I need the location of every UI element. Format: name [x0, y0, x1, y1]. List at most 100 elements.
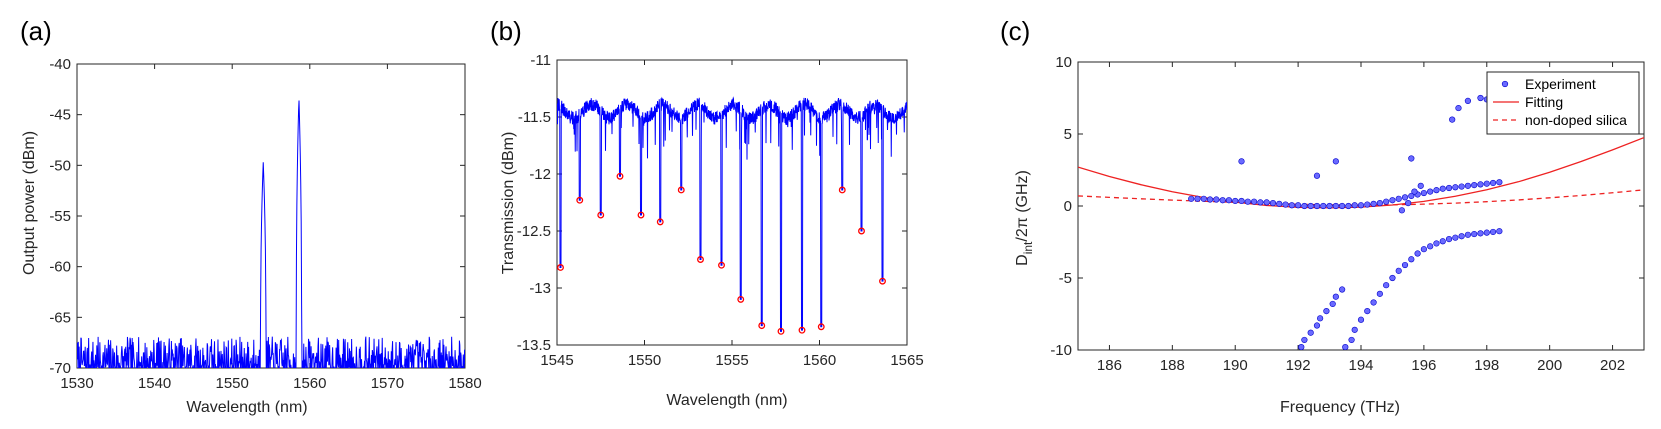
panel-b-resonance-marker — [677, 186, 685, 194]
y-label-main: D — [1014, 254, 1031, 266]
panel-c-x-tick-label: 194 — [1348, 357, 1373, 374]
panel-c-experiment-point — [1395, 267, 1402, 274]
panel-a-y-tick-label: -40 — [49, 56, 71, 73]
panel-a-x-axis-label: Wavelength (nm) — [186, 399, 307, 416]
panel-b-resonance-marker — [777, 327, 785, 335]
panel-c-experiment-point — [1307, 202, 1314, 210]
panel-a-x-tick-label: 1580 — [448, 375, 481, 392]
panel-c-experiment-point — [1420, 189, 1427, 197]
panel-c-experiment-point — [1496, 179, 1503, 186]
panel-c-experiment-point — [1383, 282, 1390, 289]
panel-a-x-tick-label: 1530 — [60, 375, 93, 392]
panel-c-experiment-point — [1408, 256, 1415, 263]
panel-b-resonance-marker — [737, 295, 745, 303]
panel-c-experiment-point — [1477, 230, 1484, 237]
y-label-rest: /2π (GHz) — [1014, 170, 1031, 241]
panel-c-x-axis-label: Frequency (THz) — [1280, 399, 1400, 416]
panel-b-resonance-marker — [718, 261, 725, 269]
panel-c-x-tick-label: 202 — [1600, 357, 1625, 374]
y-label-sub: int — [1021, 241, 1035, 254]
panel-c-experiment-point — [1483, 229, 1490, 236]
panel-b-resonance-marker — [616, 172, 624, 180]
panel-c-experiment-point — [1345, 202, 1352, 210]
panel-b-x-tick-label: 1545 — [540, 352, 573, 369]
panel-c-experiment-point — [1298, 344, 1305, 350]
panel-b-x-axis-label: Wavelength (nm) — [666, 392, 787, 409]
panel-a-plot-frame — [76, 63, 466, 369]
panel-c-experiment-point — [1401, 194, 1409, 201]
panel-c-experiment-point — [1483, 180, 1490, 187]
panel-c-experiment-point — [1307, 329, 1314, 336]
panel-c-experiment-point — [1357, 202, 1365, 209]
panel-c-experiment-point — [1408, 192, 1415, 200]
panel-b-resonance-marker — [858, 227, 865, 235]
panel-c-experiment-point — [1411, 188, 1418, 195]
panel-c-experiment-point — [1471, 230, 1478, 238]
panel-c-experiment-point — [1257, 199, 1264, 206]
panel-c-experiment-point — [1433, 240, 1440, 247]
panel-c-experiment-point — [1313, 202, 1321, 210]
panel-c-x-tick-label: 186 — [1097, 357, 1122, 374]
panel-c-experiment-point — [1332, 293, 1339, 300]
panel-b-resonance-marker — [838, 186, 846, 194]
panel-c: (c) Frequency (THz) Dint/2π (GHz) 186 188… — [1000, 16, 1645, 416]
panel-c-experiment-point — [1238, 158, 1245, 165]
panel-c-experiment-point — [1383, 198, 1390, 205]
panel-c-experiment-point — [1427, 188, 1434, 195]
panel-c-experiment-point — [1452, 234, 1459, 241]
panel-c-experiment-point — [1439, 238, 1446, 245]
panel-c-experiment-point — [1389, 197, 1396, 204]
panel-c-y-axis-label: Dint/2π (GHz) — [1014, 170, 1035, 266]
panel-c-x-tick-label: 188 — [1160, 357, 1185, 374]
panel-c-legend-label: Fitting — [1525, 94, 1563, 110]
panel-c-experiment-point — [1452, 184, 1459, 191]
panel-b-y-tick-label: -13 — [529, 280, 551, 297]
panel-c-experiment-point — [1323, 308, 1330, 315]
panel-a-x-tick-label: 1540 — [138, 375, 171, 392]
panel-c-experiment-point — [1458, 233, 1465, 240]
panel-c-experiment-point — [1206, 196, 1214, 203]
panel-c-experiment-point — [1194, 195, 1201, 202]
panel-c-experiment-point — [1414, 250, 1421, 257]
panel-c-experiment-point — [1445, 184, 1453, 192]
panel-b-resonance-marker — [697, 256, 704, 263]
panel-c-experiment-point — [1213, 196, 1220, 203]
panel-c-experiment-point — [1342, 344, 1349, 350]
panel-c-experiment-point — [1401, 261, 1409, 269]
panel-c-experiment-point — [1427, 243, 1434, 250]
panel-c-experiment-point — [1489, 228, 1497, 236]
panel-b-resonance-marker — [597, 211, 605, 219]
panel-b-resonance-marker — [576, 196, 584, 204]
panel-c-legend-label: non-doped silica — [1525, 112, 1627, 128]
panel-c-experiment-point — [1232, 197, 1239, 205]
panel-c-experiment-point — [1317, 315, 1324, 322]
panel-a-y-tick-label: -60 — [49, 259, 71, 276]
panel-b-resonance-marker — [798, 326, 806, 334]
panel-b-resonance-marker — [758, 322, 766, 330]
panel-a-y-axis-label: Output power (dBm) — [21, 131, 38, 275]
panel-b-resonance-marker — [656, 218, 664, 226]
panel-c-experiment-point — [1464, 182, 1472, 189]
panel-b-x-tick-label: 1550 — [628, 352, 661, 369]
panel-c-experiment-point — [1445, 236, 1453, 243]
panel-c-experiment-point — [1301, 202, 1308, 210]
panel-c-experiment-point — [1351, 326, 1358, 333]
panel-c-experiment-point — [1225, 197, 1233, 204]
panel-a-spectrum-line — [77, 100, 465, 368]
panel-c-experiment-point — [1376, 290, 1383, 297]
panel-b-label: (b) — [490, 16, 522, 46]
panel-c-experiment-point — [1282, 201, 1289, 208]
panel-a-y-tick-label: -65 — [49, 309, 71, 326]
panel-c-experiment-point — [1244, 198, 1251, 205]
panel-c-experiment-point — [1489, 179, 1497, 187]
panel-b: (b) Wavelength (nm) Transmission (dBm) 1… — [490, 16, 924, 409]
panel-b-x-tick-label: 1565 — [890, 352, 923, 369]
panel-c-experiment-point — [1477, 94, 1484, 102]
panel-a-y-tick-label: -55 — [49, 208, 71, 225]
panel-c-experiment-point — [1351, 202, 1358, 209]
panel-a-label: (a) — [20, 16, 52, 46]
panel-c-experiment-point — [1370, 299, 1377, 306]
panel-c-experiment-point — [1200, 195, 1207, 202]
panel-c-experiment-point — [1439, 185, 1446, 192]
panel-a: (a) Wavelength (nm) Output power (dBm) 1… — [20, 16, 482, 416]
